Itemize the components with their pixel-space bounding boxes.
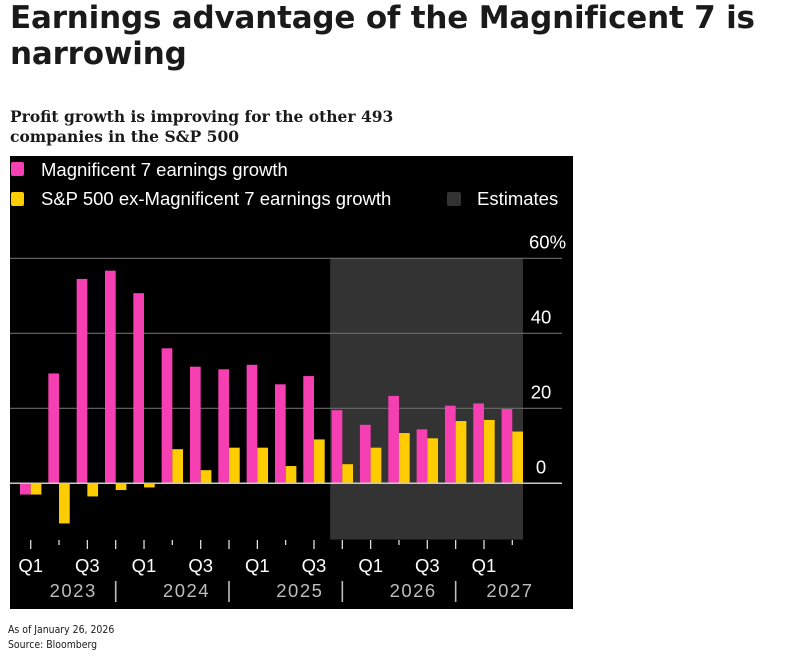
legend: Magnificent 7 earnings growth S&P 500 ex… [11, 159, 558, 209]
chart-title: Earnings advantage of the Magnificent 7 … [10, 0, 755, 72]
bar-mag7 [246, 364, 258, 484]
bar-ex_mag7 [172, 449, 184, 484]
bar-mag7 [388, 395, 399, 484]
estimates-shading [330, 258, 524, 540]
legend-label-estimates: Estimates [477, 188, 558, 209]
y-tick-label: 40 [531, 306, 552, 327]
x-tick-label: Q1 [245, 555, 270, 576]
source-note: Source: Bloomberg [8, 638, 98, 651]
chart-panel: Magnificent 7 earnings growth S&P 500 ex… [10, 156, 573, 609]
year-label: 2023 [50, 580, 97, 601]
legend-swatch-mag7 [11, 162, 24, 176]
year-label: 2025 [276, 580, 323, 601]
bar-mag7 [104, 270, 116, 484]
x-tick-label: Q3 [75, 555, 100, 576]
x-axis: Q1 Q3 Q1 Q3 Q1 Q3 Q1 Q3 Q1 2023 2024 2025 2026 2027 [18, 540, 533, 602]
bar-mag7 [303, 376, 314, 484]
year-label: 2027 [486, 580, 533, 601]
bars [20, 270, 524, 524]
year-label: 2026 [390, 580, 437, 601]
y-tick-label: 20 [531, 381, 552, 402]
y-tick-label: 0 [536, 456, 546, 477]
legend-swatch-ex-mag7 [11, 192, 24, 206]
bar-ex_mag7 [257, 447, 269, 484]
estimates-shading-layer [330, 258, 524, 540]
bar-ex_mag7 [59, 483, 70, 524]
bar-ex_mag7 [342, 464, 354, 484]
bar-mag7 [48, 373, 60, 484]
bar-ex_mag7 [144, 483, 155, 488]
x-tick-label: Q1 [358, 555, 383, 576]
bar-mag7 [161, 348, 173, 484]
x-tick-label: Q3 [188, 555, 213, 576]
year-label: 2024 [163, 580, 210, 601]
chart-subtitle: Profit growth is improving for the other… [10, 107, 394, 146]
bar-mag7 [359, 424, 371, 484]
footer: As of January 26, 2026 Source: Bloomberg [8, 622, 114, 652]
legend-label-ex-mag7: S&P 500 ex-Magnificent 7 earnings growth [41, 188, 391, 209]
bar-ex_mag7 [200, 470, 212, 484]
bar-mag7 [473, 403, 484, 484]
x-tick-label: Q3 [415, 555, 440, 576]
bar-ex_mag7 [455, 421, 467, 484]
bar-ex_mag7 [229, 447, 240, 484]
x-tick-label: Q1 [132, 555, 157, 576]
x-tick-label: Q1 [472, 555, 497, 576]
bar-mag7 [20, 483, 31, 495]
bar-mag7 [331, 410, 343, 484]
as-of-date: As of January 26, 2026 [8, 623, 115, 636]
bar-mag7 [76, 278, 88, 484]
y-axis: 0 20 40 60% [529, 231, 566, 477]
bar-ex_mag7 [30, 483, 42, 495]
legend-label-mag7: Magnificent 7 earnings growth [41, 159, 288, 180]
bar-ex_mag7 [314, 439, 325, 484]
bar-ex_mag7 [87, 483, 99, 497]
bar-ex_mag7 [427, 438, 439, 484]
gridlines [10, 257, 562, 409]
bar-ex_mag7 [115, 483, 127, 491]
bar-mag7 [133, 293, 145, 484]
bar-mag7 [501, 409, 513, 484]
bar-ex_mag7 [483, 419, 495, 484]
legend-swatch-estimates [447, 192, 461, 206]
bar-chart: Magnificent 7 earnings growth S&P 500 ex… [10, 159, 566, 602]
bar-ex_mag7 [512, 431, 524, 484]
x-tick-label: Q1 [18, 555, 43, 576]
bar-mag7 [274, 384, 286, 484]
bar-mag7 [416, 429, 428, 484]
x-tick-label: Q3 [302, 555, 327, 576]
bar-mag7 [218, 369, 230, 484]
bar-mag7 [189, 366, 201, 484]
bar-ex_mag7 [398, 433, 410, 484]
y-tick-label: 60% [529, 231, 566, 252]
bar-mag7 [444, 405, 456, 484]
bar-ex_mag7 [370, 447, 382, 484]
bar-ex_mag7 [285, 466, 297, 484]
